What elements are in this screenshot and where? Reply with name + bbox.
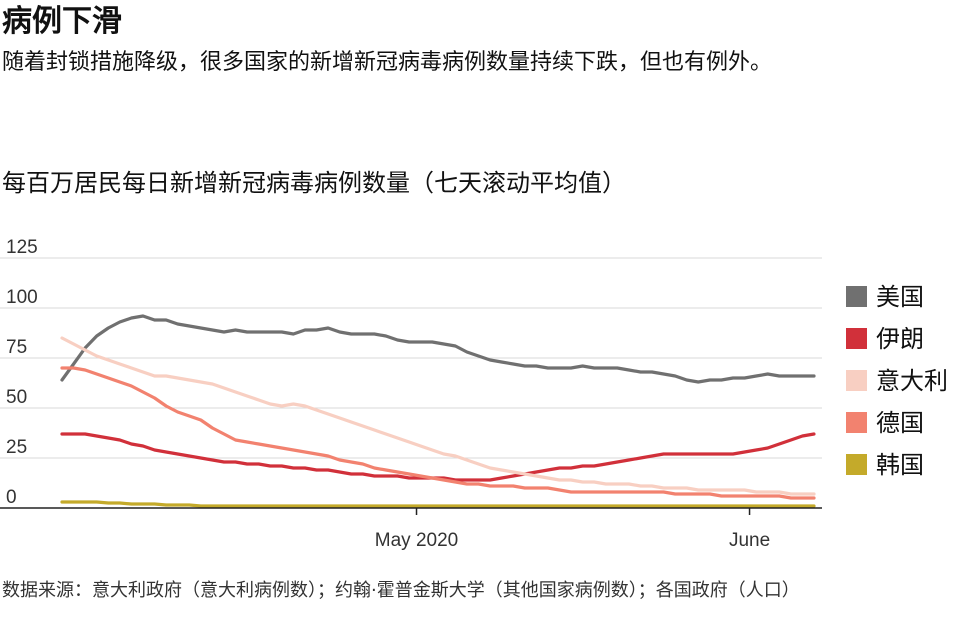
- legend-label: 韩国: [876, 451, 924, 479]
- y-tick-label: 0: [6, 487, 17, 508]
- x-tick-label: June: [729, 530, 770, 551]
- series-lines: [60, 314, 816, 508]
- grid: 0 25 50 75 100 125: [0, 237, 822, 509]
- legend-swatch: [846, 370, 867, 391]
- series-line-2: [60, 336, 816, 496]
- y-tick-label: 75: [6, 337, 27, 358]
- legend-label: 德国: [876, 409, 924, 437]
- x-axis: May 2020 June: [0, 507, 822, 551]
- y-tick-label: 100: [6, 287, 38, 308]
- page-subtitle: 随着封锁措施降级，很多国家的新增新冠病毒病例数量持续下跌，但也有例外。: [2, 50, 773, 75]
- legend-label: 意大利: [876, 367, 948, 395]
- chart-title: 每百万居民每日新增新冠病毒病例数量（七天滚动平均值）: [2, 169, 626, 197]
- legend-swatch: [846, 412, 867, 433]
- y-tick-label: 125: [6, 237, 38, 258]
- page-title: 病例下滑: [2, 4, 122, 39]
- source-note: 数据来源：意大利政府（意大利病例数）；约翰·霍普金斯大学（其他国家病例数）；各国…: [2, 580, 800, 601]
- y-tick-label: 50: [6, 387, 27, 408]
- series-line-3: [60, 366, 816, 500]
- y-tick-label: 25: [6, 437, 27, 458]
- series-line-4: [60, 500, 816, 508]
- legend-label: 伊朗: [876, 325, 924, 353]
- legend-swatch: [846, 454, 867, 475]
- legend-label: 美国: [876, 283, 924, 311]
- legend-swatch: [846, 286, 867, 307]
- legend-swatch: [846, 328, 867, 349]
- x-tick-label: May 2020: [375, 530, 458, 551]
- series-line-1: [60, 432, 816, 482]
- series-line-0: [60, 314, 816, 384]
